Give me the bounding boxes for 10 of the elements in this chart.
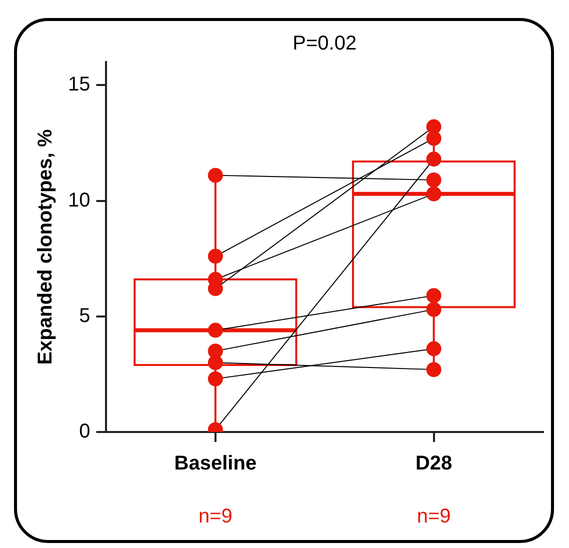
x-tick-label: Baseline <box>174 452 257 475</box>
y-tick-label: 15 <box>68 74 90 96</box>
text: n=9 <box>416 506 451 528</box>
x-tick-label: D28 <box>415 452 452 475</box>
y-axis-title: Expanded clonotypes, % <box>34 128 57 365</box>
text: n=9 <box>198 506 232 528</box>
y-tick-label: 0 <box>79 420 90 443</box>
y-tick-label: 10 <box>68 189 90 212</box>
y-tick-label: 5 <box>79 304 90 327</box>
text: P=0.02 <box>292 32 357 55</box>
